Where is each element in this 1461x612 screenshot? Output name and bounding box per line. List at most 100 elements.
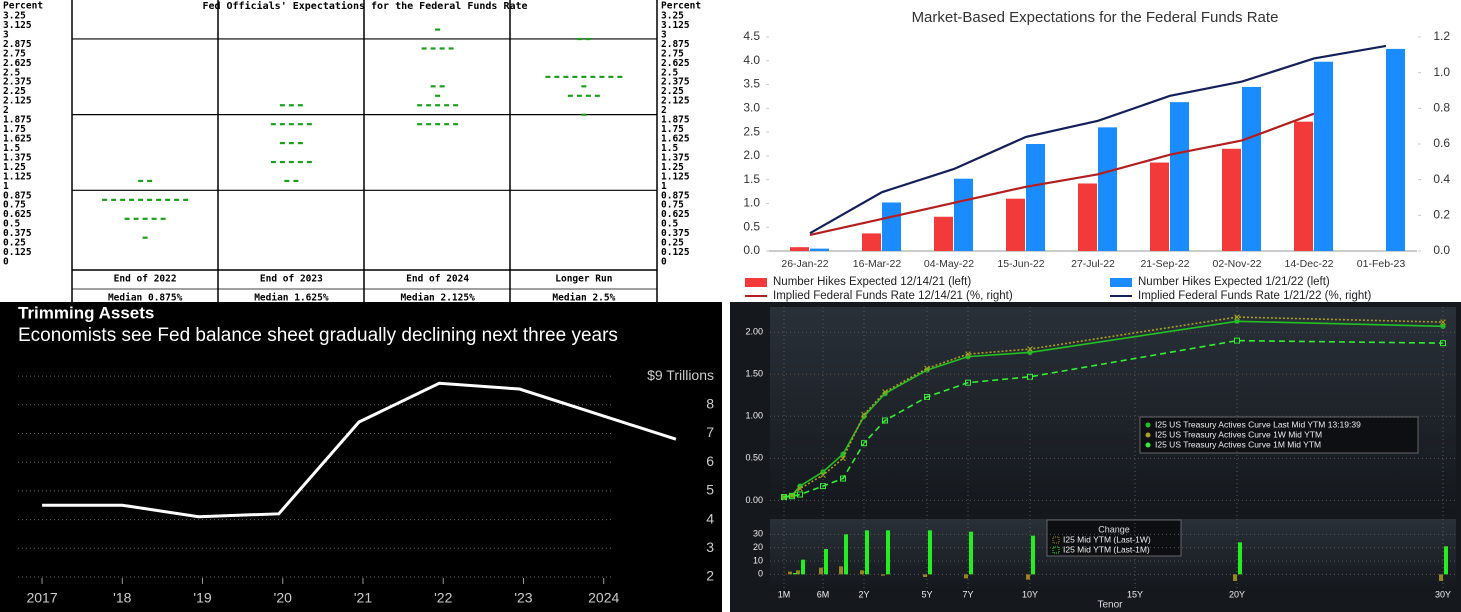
y-tick-label: 1.00 [745, 411, 763, 421]
bar [796, 570, 800, 575]
y-tick-label: 3 [3, 29, 9, 40]
y-tick-label: 6 [706, 453, 714, 469]
y-tick-label: 1.125 [3, 171, 32, 182]
dot [576, 37, 582, 41]
y-tick-label: 2.00 [745, 327, 763, 337]
bar [1222, 148, 1241, 251]
dot [444, 123, 450, 126]
bar [788, 571, 792, 575]
x-tick-label: 26-Jan-22 [781, 258, 828, 270]
legend-swatch [1145, 422, 1151, 428]
y-tick-label: 0.50 [745, 453, 763, 463]
dot [288, 123, 294, 126]
bar [928, 530, 932, 575]
y2-tick-label: 0.2 [1433, 208, 1450, 222]
dot [572, 75, 578, 78]
dot [288, 142, 294, 145]
x-tick-label: 30Y [1435, 589, 1451, 599]
bar [969, 531, 973, 575]
dot [435, 28, 441, 31]
marker [1440, 340, 1446, 347]
y-tick-label: 2.75 [3, 48, 26, 59]
bar [1150, 162, 1169, 251]
marker [882, 389, 888, 395]
y-tick-label: 2.0 [743, 148, 760, 162]
y-tick-label: 1 [661, 181, 667, 192]
y-tick-label: 1.75 [661, 124, 684, 135]
y-tick-label: 0 [661, 257, 667, 268]
y-tick-label: 3 [661, 29, 667, 40]
x-axis-label: Tenor [1097, 600, 1123, 611]
panel-background [0, 0, 660, 302]
dot [297, 104, 303, 107]
plot-background [770, 307, 1456, 514]
bar [934, 216, 953, 251]
y-tick-label: 0.625 [661, 209, 690, 220]
y-tick-label: 0.875 [661, 190, 690, 201]
y-tick-label: 0.75 [3, 200, 26, 211]
dot [147, 198, 153, 201]
marker [840, 475, 846, 482]
chart-title: Market-Based Expectations for the Federa… [912, 9, 1279, 26]
bar [844, 534, 848, 575]
legend-label: I25 Mid YTM (Last-1M) [1063, 544, 1150, 554]
y-tick-label: 3.125 [3, 20, 32, 31]
dot [430, 47, 436, 50]
y-tick-label: 10 [753, 555, 763, 565]
x-tick-label: End of 2024 [406, 274, 469, 285]
median-label: Median 2.5% [552, 293, 615, 304]
dot [111, 198, 117, 201]
line [809, 44, 1387, 235]
line [42, 381, 677, 519]
dot [585, 37, 591, 41]
bar [1031, 535, 1035, 575]
y-tick-label: 1.0 [743, 196, 760, 210]
dot [453, 104, 459, 107]
x-tick-label: '23 [514, 590, 532, 606]
dot [133, 217, 139, 220]
dot [142, 217, 148, 220]
dot [147, 179, 153, 183]
dot [297, 142, 303, 145]
dot [545, 75, 551, 78]
y-tick-label: 1.625 [3, 134, 32, 145]
dot [270, 160, 276, 164]
legend-label: Number Hikes Expected 12/14/21 (left) [773, 276, 971, 288]
bar [1098, 127, 1117, 251]
y-tick-label: 2.625 [3, 58, 32, 69]
x-tick-label: 21-Sep-22 [1140, 258, 1189, 270]
marker [882, 417, 888, 424]
y-tick-label: 1.5 [3, 143, 20, 154]
dot [288, 160, 294, 164]
chart-title: Trimming Assets [18, 303, 154, 322]
bar [1294, 121, 1313, 251]
bar [1444, 546, 1448, 575]
dot [417, 104, 423, 107]
dot [129, 198, 135, 201]
y-tick-label: 0.125 [661, 247, 690, 258]
marker [924, 365, 930, 372]
dot [576, 94, 582, 97]
y-tick-label: 1.625 [661, 134, 690, 145]
dot [439, 85, 445, 88]
bar [824, 549, 828, 575]
legend-swatch [1052, 546, 1060, 554]
bar [886, 530, 890, 575]
dot [165, 198, 171, 201]
y-tick-label: 1.25 [661, 162, 684, 173]
dot [417, 123, 423, 126]
dot [599, 75, 605, 78]
y-tick-label: 1.25 [3, 162, 26, 173]
bar [1078, 183, 1097, 251]
y2-tick-label: 1.0 [1433, 65, 1450, 79]
marker [965, 379, 971, 386]
panel-background [0, 302, 722, 612]
y-tick-label: 2.875 [3, 39, 32, 50]
marker [797, 491, 803, 498]
marker [861, 440, 867, 447]
x-tick-label: 15-Jun-22 [997, 258, 1044, 270]
dot [617, 75, 623, 78]
y-tick-label: 1.875 [3, 115, 32, 126]
legend-title: Change [1098, 524, 1130, 534]
bar [1026, 144, 1045, 251]
